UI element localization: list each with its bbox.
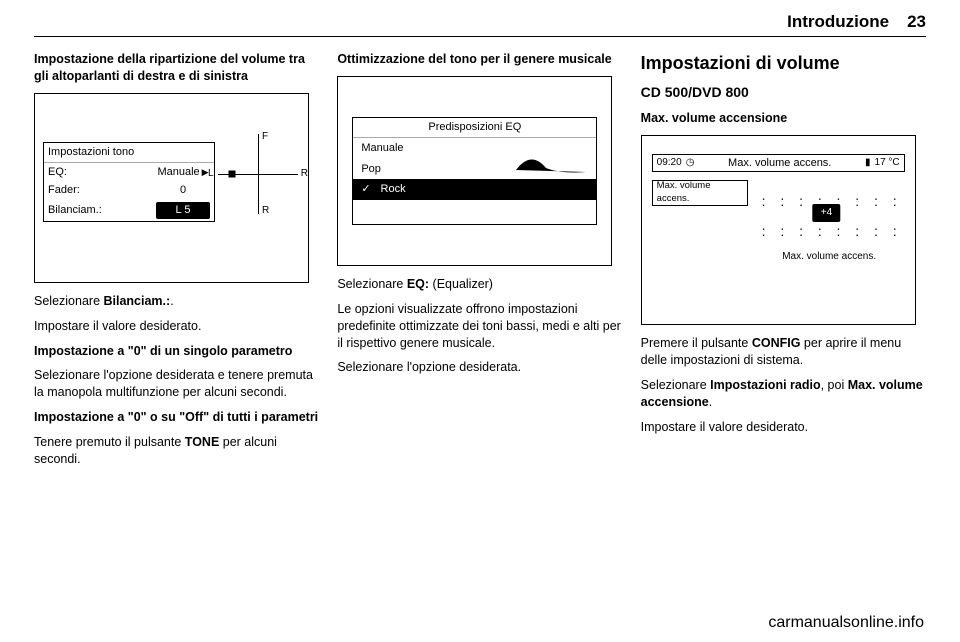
tone-settings-screenshot: Impostazioni tono EQ: Manuale▶ Fader: 0 …	[34, 93, 309, 283]
tone-panel: Impostazioni tono EQ: Manuale▶ Fader: 0 …	[43, 142, 215, 222]
col1-heading: Impostazione della ripartizione del volu…	[34, 51, 319, 85]
balance-row: Bilanciam.: L 5	[44, 200, 214, 221]
col1-p1: Selezionare Bilanciam.:.	[34, 293, 319, 310]
status-time: 09:20	[657, 156, 682, 170]
fader-row: Fader: 0	[44, 181, 214, 200]
page-number: 23	[907, 12, 926, 32]
eq-row: EQ: Manuale▶	[44, 163, 214, 182]
tone-panel-title: Impostazioni tono	[44, 143, 214, 163]
status-bar: 09:20 ◷ Max. volume accens. ▮ 17 °C	[652, 154, 905, 172]
temp-icon: ▮	[865, 156, 871, 170]
column-2: Ottimizzazione del tono per il genere mu…	[337, 51, 622, 476]
col1-h3: Impostazione a "0" o su "Off" di tutti i…	[34, 409, 319, 426]
eq-label: EQ:	[48, 165, 67, 180]
selected-setting-box: Max. volume accens.	[652, 180, 748, 206]
cross-label-r2: R	[262, 204, 269, 218]
status-title: Max. volume accens.	[698, 156, 861, 171]
col2-p3: Selezionare l'opzione desiderata.	[337, 359, 622, 376]
balance-cross-icon: F L R R	[218, 134, 298, 214]
cross-label-l: L	[208, 167, 214, 181]
col2-heading: Ottimizzazione del tono per il genere mu…	[337, 51, 622, 68]
volume-slider: :::::::: :::::::: +4 Max. volume accens.	[762, 192, 897, 272]
col1-p2: Impostare il valore desiderato.	[34, 318, 319, 335]
cross-label-f: F	[262, 130, 268, 144]
col3-p2: Selezionare Impostazioni radio, poi Max.…	[641, 377, 926, 411]
content-columns: Impostazione della ripartizione del volu…	[34, 51, 926, 476]
col2-p2: Le opzioni visualizzate offrono impostaz…	[337, 301, 622, 352]
balance-label: Bilanciam.:	[48, 203, 102, 218]
col3-p1: Premere il pulsante CONFIG per aprire il…	[641, 335, 926, 369]
page-header: Introduzione 23	[34, 12, 926, 37]
cross-marker-icon	[229, 170, 236, 177]
slider-knob: +4	[813, 204, 840, 222]
col1-h2: Impostazione a "0" di un singolo paramet…	[34, 343, 319, 360]
balance-value-selected: L 5	[156, 202, 210, 219]
col1-p3: Selezionare l'opzione desiderata e tener…	[34, 367, 319, 401]
eq-panel-title: Predisposizioni EQ	[353, 118, 596, 138]
col3-subheading: CD 500/DVD 800	[641, 83, 926, 102]
slider-caption: Max. volume accens.	[762, 250, 897, 264]
status-temp: 17 °C	[875, 156, 900, 170]
eq-presets-screenshot: Predisposizioni EQ Manuale Pop Rock	[337, 76, 612, 266]
max-volume-screenshot: 09:20 ◷ Max. volume accens. ▮ 17 °C Max.…	[641, 135, 916, 325]
col1-p4: Tenere premuto il pulsante TONE per alcu…	[34, 434, 319, 468]
column-3: Impostazioni di volume CD 500/DVD 800 Ma…	[641, 51, 926, 476]
eq-option-rock-selected: Rock	[353, 179, 596, 200]
col3-p3: Impostare il valore desiderato.	[641, 419, 926, 436]
fader-label: Fader:	[48, 183, 80, 198]
col2-p1: Selezionare EQ: (Equalizer)	[337, 276, 622, 293]
eq-panel: Predisposizioni EQ Manuale Pop Rock	[352, 117, 597, 225]
section-title: Introduzione	[787, 12, 889, 32]
fader-value: 0	[156, 183, 210, 198]
clock-icon: ◷	[686, 156, 695, 170]
col3-heading: Impostazioni di volume	[641, 51, 926, 75]
manual-page: Introduzione 23 Impostazione della ripar…	[0, 0, 960, 642]
col3-h3: Max. volume accensione	[641, 110, 926, 127]
column-1: Impostazione della ripartizione del volu…	[34, 51, 319, 476]
cross-label-r: R	[301, 167, 308, 181]
eq-value: Manuale▶	[156, 165, 210, 180]
eq-curve-icon	[516, 148, 586, 174]
footer-source: carmanualsonline.info	[768, 614, 924, 632]
